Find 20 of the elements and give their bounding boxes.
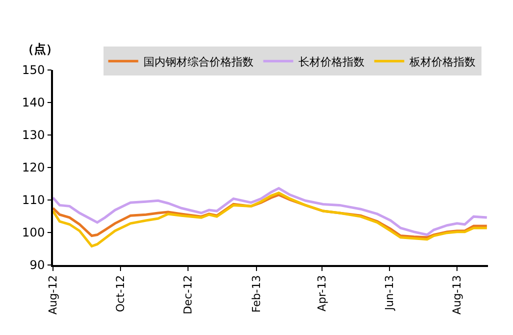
y-tick-label: 110: [22, 193, 45, 208]
x-tick-label: Feb-13: [250, 275, 264, 313]
y-tick-label: 150: [22, 63, 45, 78]
y-tick-label: 130: [22, 128, 45, 142]
x-tick-label: Jun-13: [383, 275, 396, 312]
legend-label: 国内钢材综合价格指数: [143, 55, 254, 68]
y-axis-title: （点）: [22, 42, 58, 56]
y-tick-label: 100: [22, 226, 45, 240]
x-tick-label: Aug-13: [450, 275, 464, 315]
x-tick-label: Dec-12: [182, 275, 195, 314]
y-tick-label: 90: [30, 258, 45, 272]
x-tick-label: Aug-12: [46, 275, 60, 315]
line-series: [53, 187, 488, 236]
legend-label: 板材价格指数: [408, 55, 476, 68]
legend-label: 长材价格指数: [298, 55, 364, 68]
y-tick-label: 140: [22, 96, 45, 110]
x-tick-label: Oct-12: [114, 275, 128, 312]
x-tick-label: Apr-13: [316, 275, 329, 312]
line-series: [53, 192, 488, 248]
y-tick-label: 120: [22, 160, 45, 175]
